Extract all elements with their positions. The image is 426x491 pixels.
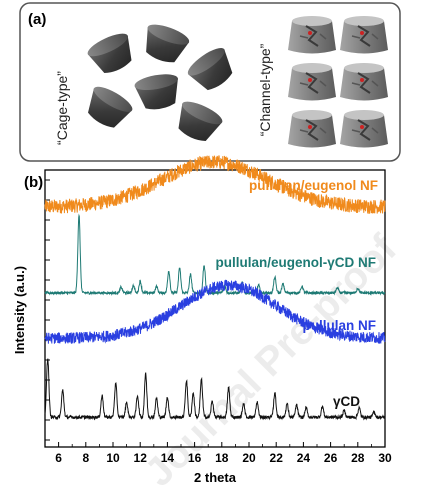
traces: [44, 155, 386, 421]
x-tick-label: 28: [351, 451, 365, 465]
x-axis-ticks: 6 8 10 12 14 16 18 20 22 24 26 28 30: [44, 442, 392, 465]
x-tick-label: 26: [324, 451, 338, 465]
trace-1: [44, 213, 386, 297]
channel-molecule: [339, 109, 389, 149]
x-tick-label: 20: [242, 451, 256, 465]
channel-molecule: [339, 15, 389, 55]
panel-b: (b) Journal Pre-proof 6 8 10 12 14 16 18 20 22 24…: [12, 155, 405, 491]
x-tick-label: 22: [270, 451, 284, 465]
trace-3: [44, 358, 386, 421]
panel-a: (a) “Cage-type” “Channel-type”: [19, 2, 401, 162]
panel-a-label: (a): [28, 11, 46, 28]
x-tick-label: 12: [134, 451, 148, 465]
channel-molecule: [287, 109, 337, 149]
channel-molecule: [339, 62, 389, 102]
plot-area-frame: [44, 169, 386, 448]
x-tick-label: 24: [297, 451, 311, 465]
trace-0: [44, 155, 386, 215]
trace-2: [44, 279, 386, 344]
channel-type-label: “Channel-type”: [257, 43, 273, 136]
cage-molecule: [133, 71, 183, 113]
cage-molecule: [184, 43, 240, 97]
panel-b-label: (b): [24, 174, 43, 191]
series-label-0: pullulan/eugenol NF: [249, 178, 378, 193]
series-label-3: γCD: [333, 394, 360, 409]
channel-molecule: [287, 15, 337, 55]
channel-molecule: [287, 62, 337, 102]
cage-type-molecules: [80, 20, 240, 147]
x-tick-label: 14: [161, 451, 175, 465]
cage-type-label: “Cage-type”: [54, 71, 70, 145]
cage-molecule: [80, 82, 136, 134]
series-labels: pullulan/eugenol NF pullulan/eugenol-γCD …: [216, 178, 379, 409]
cage-molecule: [138, 20, 192, 68]
channel-type-molecules: [287, 15, 389, 149]
series-label-2: pullulan NF: [303, 318, 377, 333]
y-axis-title: Intensity (a.u.): [12, 266, 27, 354]
cage-molecule: [84, 29, 140, 79]
cage-molecule: [170, 97, 226, 147]
x-tick-label: 8: [82, 451, 89, 465]
x-tick-label: 10: [106, 451, 120, 465]
x-axis-title: 2 theta: [194, 470, 237, 485]
series-label-1: pullulan/eugenol-γCD NF: [216, 255, 377, 270]
x-tick-label: 6: [55, 451, 62, 465]
x-tick-label: 16: [188, 451, 202, 465]
x-tick-label: 18: [215, 451, 229, 465]
x-tick-label: 30: [378, 451, 392, 465]
